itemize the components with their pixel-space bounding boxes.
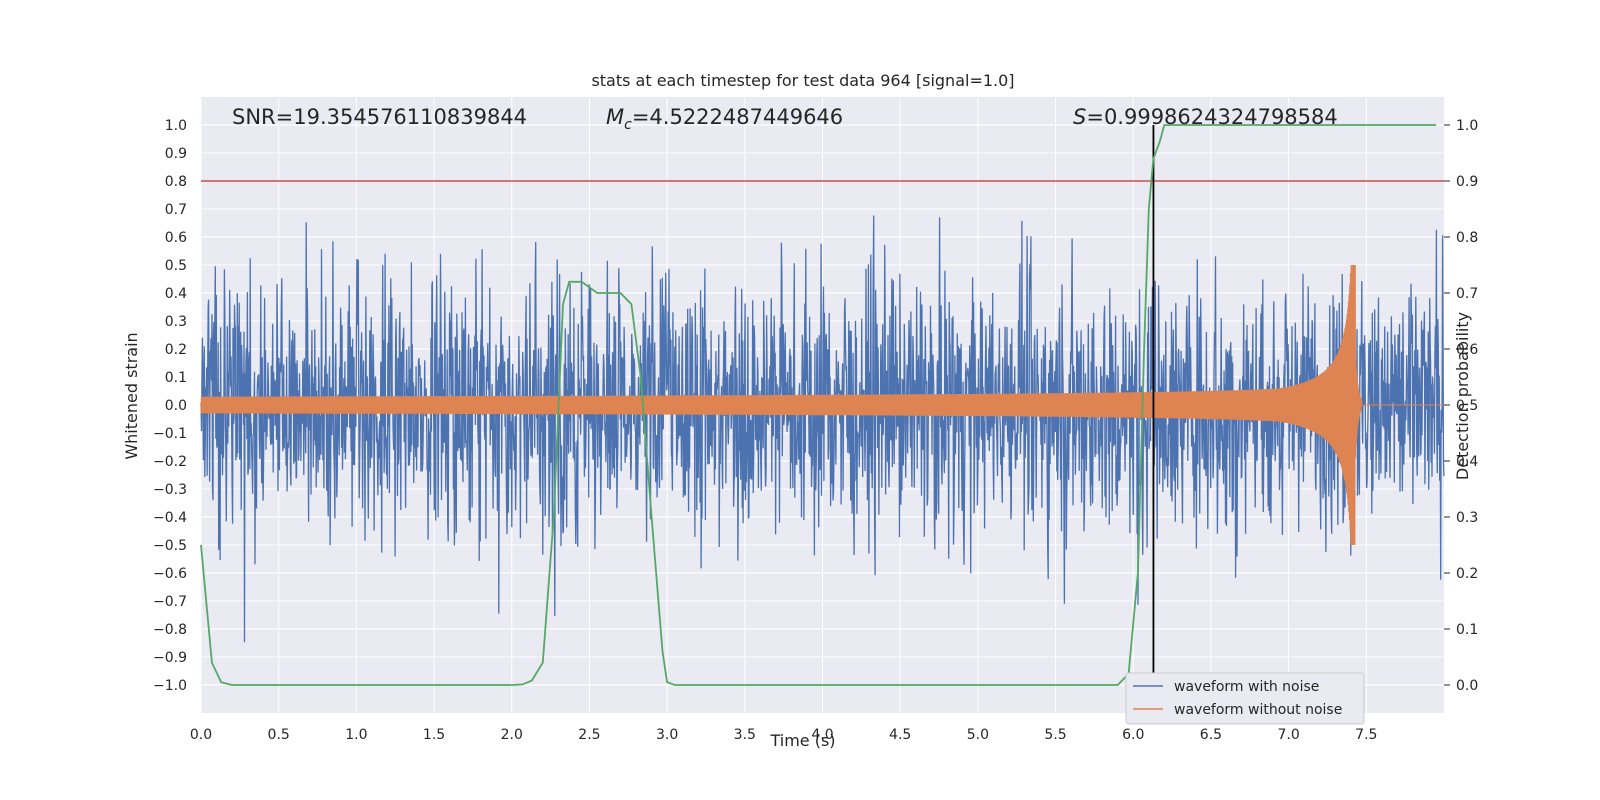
x-tick-label: 5.5 <box>1044 727 1066 743</box>
y-tick-label: 0.1 <box>165 370 187 386</box>
y-axis: 1.0 0.9 0.8 0.7 0.6 0.5 0.4 0.3 0.2 0.1 0.0 −0.1 −0.… <box>153 118 187 694</box>
y2-tick-label: 0.1 <box>1456 622 1478 638</box>
x-tick-label: 2.5 <box>578 727 600 743</box>
y-tick-label: 0.6 <box>165 230 187 246</box>
y-tick-label: 0.5 <box>165 258 187 274</box>
series-detection-probability <box>200 124 1437 686</box>
y2-tick-label: 1.0 <box>1456 118 1478 134</box>
detection-statistic-annotation: S=0.9998624324798584 <box>1073 105 1338 129</box>
snr-annotation: SNR=19.354576110839844 <box>232 105 527 129</box>
x-tick-label: 5.0 <box>967 727 989 743</box>
y-tick-label: −0.7 <box>153 594 187 610</box>
y-tick-label: 0.2 <box>165 342 187 358</box>
y2-tick-label: 0.3 <box>1456 510 1478 526</box>
x-tick-label: 6.5 <box>1200 727 1222 743</box>
x-tick-label: 7.0 <box>1277 727 1299 743</box>
x-axis: 0.0 0.5 1.0 1.5 2.0 2.5 3.0 3.5 4.0 4.5 5.0 5.5 6.0 6… <box>190 727 1378 743</box>
x-axis-label: Time (s) <box>769 731 835 750</box>
x-tick-label: 0.0 <box>190 727 212 743</box>
y-tick-label: 0.3 <box>165 314 187 330</box>
y-tick-label: 0.8 <box>165 174 187 190</box>
y-tick-label: −0.4 <box>153 510 187 526</box>
y2-tick-label: 0.7 <box>1456 286 1478 302</box>
clean-waveform-path <box>200 264 1444 546</box>
y2-tick-label: 0.0 <box>1456 678 1478 694</box>
x-tick-label: 1.5 <box>423 727 445 743</box>
statistic-symbol: S <box>1073 105 1086 129</box>
y2-tick-label: 0.2 <box>1456 566 1478 582</box>
y2-tick-label: 0.6 <box>1456 342 1478 358</box>
y-tick-label: 0.4 <box>165 286 187 302</box>
statistic-value: =0.9998624324798584 <box>1086 105 1337 129</box>
chirp-mass-symbol: M <box>606 105 624 129</box>
noisy-waveform-path <box>200 215 1445 643</box>
y-tick-label: 0.9 <box>165 146 187 162</box>
y-tick-label: −0.9 <box>153 650 187 666</box>
x-tick-label: 6.0 <box>1122 727 1144 743</box>
chirp-mass-annotation: Mc=4.5222487449646 <box>606 105 843 133</box>
y-axis-label: Whitened strain <box>122 332 141 459</box>
x-tick-label: 7.5 <box>1355 727 1377 743</box>
y2-tick-label: 0.8 <box>1456 230 1478 246</box>
y2-tick-label: 0.9 <box>1456 174 1478 190</box>
y-tick-label: −0.8 <box>153 622 187 638</box>
y-tick-label: −0.3 <box>153 482 187 498</box>
chirp-mass-subscript: c <box>624 117 632 133</box>
legend-box <box>1125 672 1365 725</box>
x-tick-label: 3.5 <box>734 727 756 743</box>
y2-tick-label: 0.5 <box>1456 398 1478 414</box>
x-tick-label: 4.5 <box>889 727 911 743</box>
y-tick-label: −0.1 <box>153 426 187 442</box>
y-tick-label: −1.0 <box>153 678 187 694</box>
y2-axis-label: Detection probability <box>1453 312 1472 480</box>
chart-title: stats at each timestep for test data 964… <box>591 71 1014 90</box>
y-tick-label: 1.0 <box>165 118 187 134</box>
y2-axis: 1.0 0.9 0.8 0.7 0.6 0.5 0.4 0.3 0.2 0.1 0.0 <box>1444 118 1478 694</box>
x-tick-label: 0.5 <box>268 727 290 743</box>
chirp-mass-value: =4.5222487449646 <box>632 105 843 129</box>
x-tick-label: 2.0 <box>501 727 523 743</box>
x-tick-label: 1.0 <box>345 727 367 743</box>
series-waveform-without-noise <box>200 264 1444 546</box>
detection-probability-path <box>200 124 1437 686</box>
legend: waveform with noise waveform without noi… <box>1125 672 1365 725</box>
y-tick-label: 0.0 <box>165 398 187 414</box>
y-tick-label: −0.2 <box>153 454 187 470</box>
y-tick-label: 0.7 <box>165 202 187 218</box>
y-tick-label: −0.5 <box>153 538 187 554</box>
legend-label-clean: waveform without noise <box>1174 702 1342 718</box>
legend-label-noisy: waveform with noise <box>1174 679 1319 695</box>
series-waveform-with-noise <box>200 215 1445 643</box>
y-tick-label: −0.6 <box>153 566 187 582</box>
x-tick-label: 3.0 <box>656 727 678 743</box>
y2-tick-label: 0.4 <box>1456 454 1478 470</box>
x-tick-label: 4.0 <box>811 727 833 743</box>
